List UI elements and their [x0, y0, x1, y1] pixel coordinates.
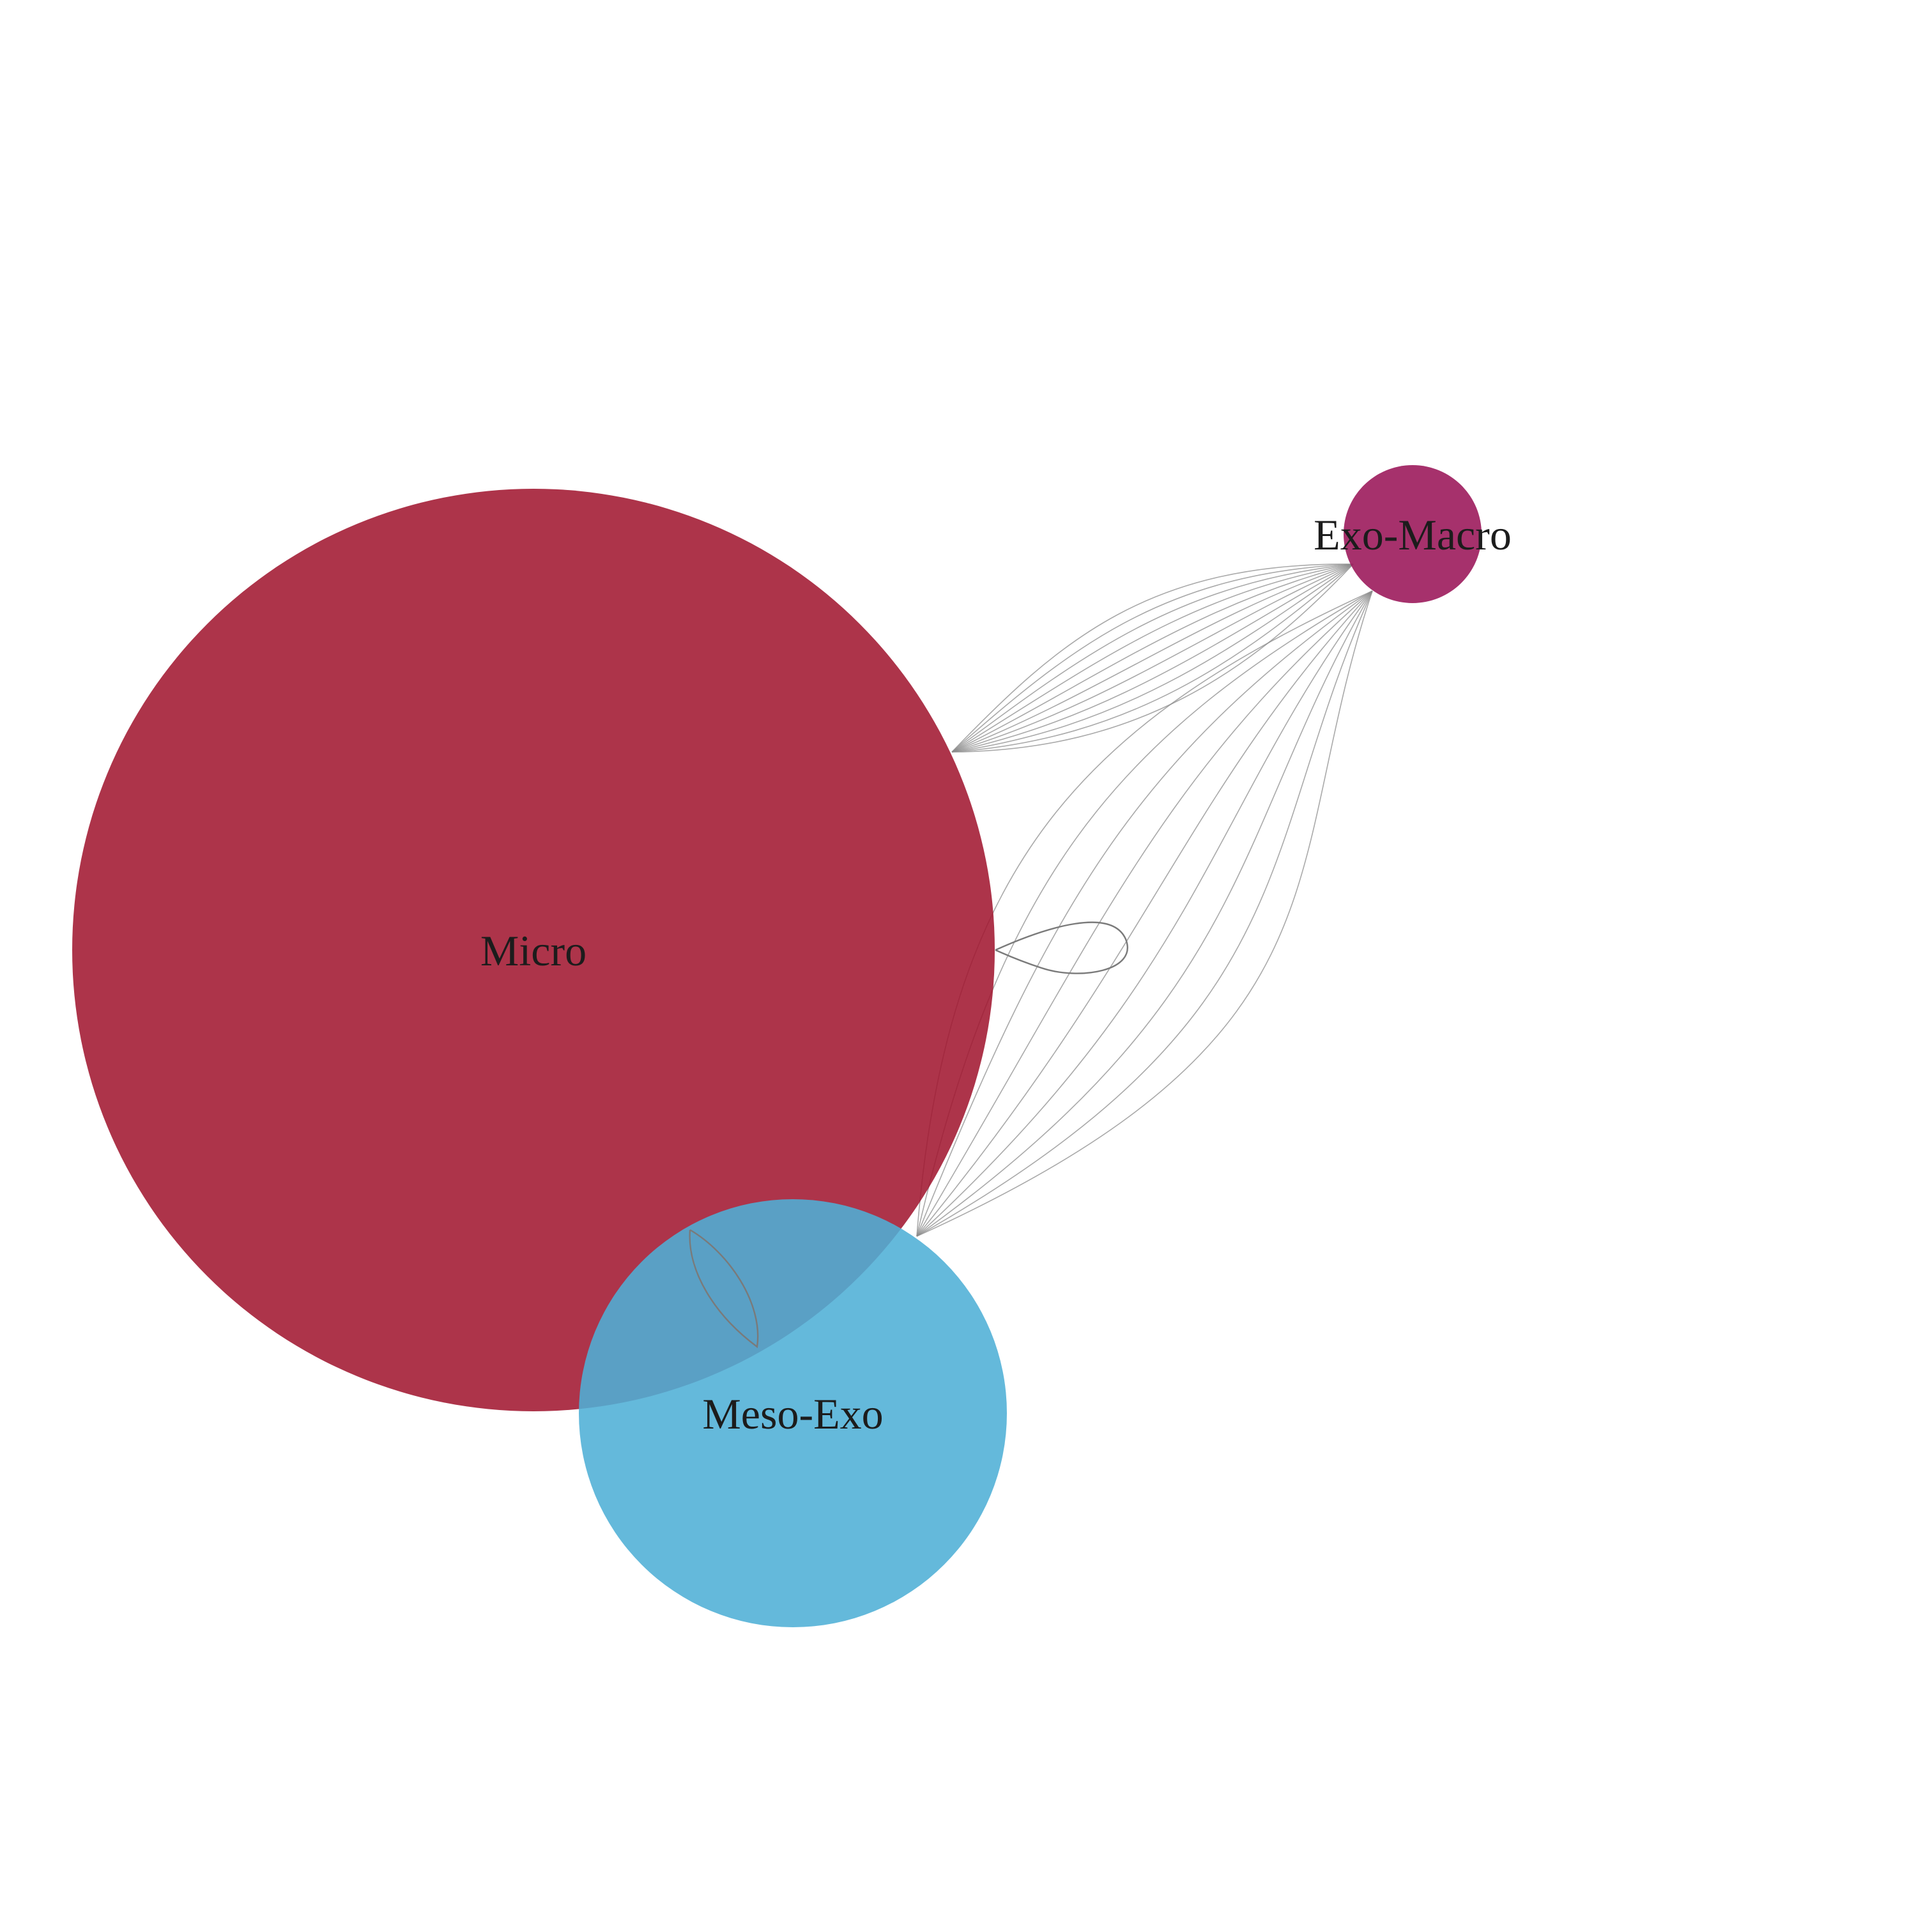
node-micro[interactable]	[72, 489, 995, 1411]
edge-meso-exo-exo-macro	[916, 590, 1373, 1237]
nodes-layer	[72, 465, 1482, 1627]
overlay-edges-layer	[689, 1229, 759, 1349]
self-loop-micro	[995, 921, 1128, 974]
edge-meso-exo-exo-macro	[916, 590, 1373, 1237]
labels-layer: Micro Meso-Exo Exo-Macro	[480, 510, 1512, 1438]
edge-micro-exo-macro	[951, 564, 1354, 753]
node-label-meso-exo: Meso-Exo	[702, 1390, 883, 1438]
node-label-micro: Micro	[480, 926, 586, 975]
edge-micro-exo-macro	[951, 564, 1354, 753]
edge-meso-exo-exo-macro	[916, 590, 1373, 1237]
edge-meso-exo-exo-macro	[916, 590, 1373, 1237]
edge-micro-exo-macro	[951, 564, 1354, 753]
edge-micro-exo-macro	[951, 564, 1354, 753]
edge-micro-exo-macro	[951, 564, 1354, 753]
edge-micro-exo-macro	[951, 564, 1354, 753]
edge-micro-exo-macro	[951, 564, 1354, 753]
edge-meso-exo-exo-macro	[916, 590, 1373, 1237]
edge-micro-exo-macro	[951, 564, 1354, 753]
node-label-exo-macro: Exo-Macro	[1314, 510, 1512, 559]
edge-micro-meso-exo	[689, 1229, 759, 1349]
edge-micro-exo-macro	[951, 564, 1354, 753]
edge-meso-exo-exo-macro	[916, 590, 1373, 1237]
node-meso-exo[interactable]	[579, 1199, 1007, 1627]
edge-meso-exo-exo-macro	[916, 590, 1373, 1237]
edge-micro-exo-macro	[951, 564, 1354, 753]
node-exo-macro[interactable]	[1344, 465, 1482, 603]
edge-micro-exo-macro	[951, 564, 1354, 753]
